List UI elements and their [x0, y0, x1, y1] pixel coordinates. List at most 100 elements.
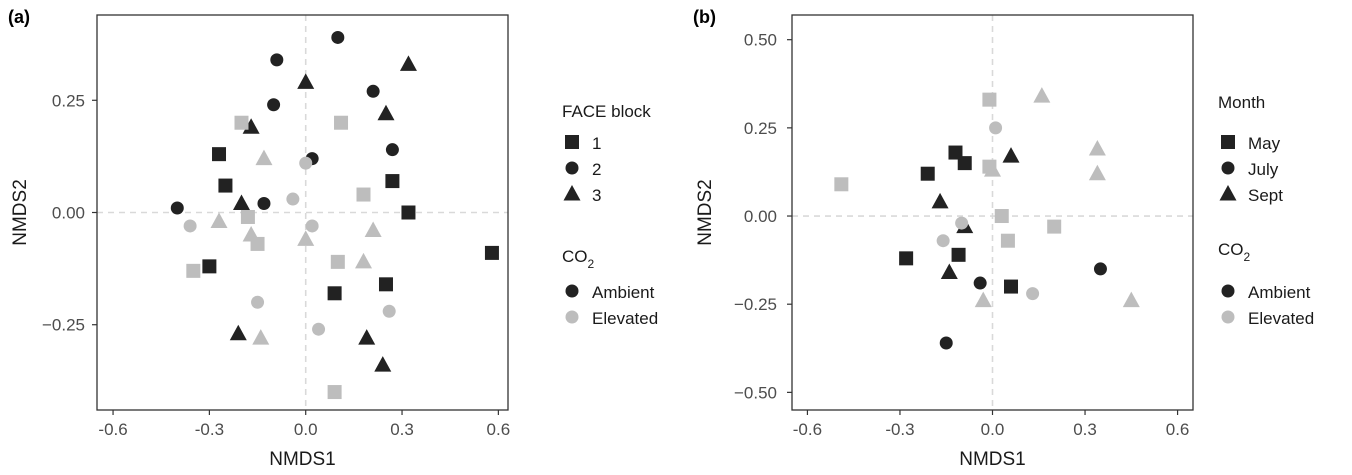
data-point-circle-ambient: [366, 84, 380, 98]
data-point-triangle-ambient: [931, 192, 949, 209]
data-point-square-elevated: [186, 263, 201, 278]
y-tick-label: −0.50: [734, 383, 777, 402]
y-axis-title: NMDS2: [10, 179, 31, 246]
data-point-triangle-ambient: [940, 263, 958, 279]
shape-legend: Month May July Sept: [1218, 93, 1283, 205]
data-point-circle-ambient: [385, 143, 399, 157]
legend-label: Elevated: [1248, 309, 1314, 328]
y-tick-label: 0.25: [52, 91, 85, 110]
y-tick-label: 0.25: [744, 119, 777, 138]
data-point-square-ambient: [951, 247, 966, 262]
shape-legend: FACE block 1 2 3: [562, 102, 651, 205]
shape-legend-title: Month: [1218, 93, 1265, 112]
legend-label: 1: [592, 134, 601, 153]
data-point-square-ambient: [899, 251, 914, 266]
legend-key-elevated: [1221, 310, 1235, 324]
data-point-circle-elevated: [955, 216, 969, 230]
legend-key-circle: [565, 161, 579, 175]
data-point-triangle-ambient: [242, 118, 260, 134]
color-legend: CO2 Ambient Elevated: [1218, 240, 1314, 328]
x-tick-label: 0.0: [294, 420, 318, 439]
data-point-triangle-elevated: [210, 212, 228, 228]
legend-label: Ambient: [1248, 283, 1311, 302]
data-point-circle-elevated: [286, 192, 300, 206]
data-point-square-ambient: [957, 156, 972, 171]
y-tick-label: 0.00: [52, 204, 85, 223]
data-point-circle-elevated: [299, 156, 313, 170]
data-point-square-elevated: [994, 209, 1009, 224]
legend-label: 2: [592, 160, 601, 179]
legend-key-square: [565, 135, 579, 149]
y-axis-title: NMDS2: [695, 179, 716, 246]
y-tick-label: −0.25: [734, 295, 777, 314]
data-point-square-elevated: [250, 236, 265, 251]
data-point-circle-ambient: [1093, 262, 1107, 276]
panel-label: (b): [693, 7, 716, 27]
data-point-square-ambient: [920, 166, 935, 181]
legend-key-circle: [1221, 161, 1235, 175]
data-point-square-elevated: [330, 254, 345, 269]
data-point-square-ambient: [202, 259, 217, 274]
legend-label: Ambient: [592, 283, 655, 302]
data-point-triangle-elevated: [1122, 291, 1140, 308]
data-point-square-ambient: [327, 286, 342, 301]
panel-a: (a) -0.6 -0.3 0.0 0.3 0.6 −0.25 0.00 0.25 NMDS1 NM…: [8, 7, 658, 470]
data-point-triangle-elevated: [252, 329, 270, 345]
legend-key-ambient: [565, 284, 579, 298]
data-point-square-elevated: [234, 115, 249, 130]
data-point-triangle-ambient: [297, 73, 315, 89]
x-tick-label: -0.3: [195, 420, 224, 439]
data-point-circle-elevated: [989, 121, 1003, 135]
data-point-square-elevated: [240, 209, 255, 224]
data-point-square-ambient: [218, 178, 233, 193]
legend-key-triangle: [1219, 185, 1237, 201]
color-legend-title-main: CO: [562, 247, 588, 266]
plot-frame: [96, 14, 509, 411]
data-point-square-elevated: [1000, 233, 1015, 248]
data-point-circle-elevated: [936, 234, 950, 248]
data-point-square-elevated: [334, 115, 349, 130]
data-point-circle-ambient: [270, 53, 284, 67]
data-point-triangle-elevated: [355, 252, 373, 269]
data-point-circle-elevated: [1026, 287, 1040, 301]
data-point-square-ambient: [948, 145, 963, 160]
data-point-triangle-elevated: [1033, 87, 1051, 103]
legend-key-triangle: [563, 185, 581, 201]
data-point-triangle-elevated: [364, 221, 382, 237]
y-tick-label: 0.50: [744, 31, 777, 50]
shape-legend-title: FACE block: [562, 102, 651, 121]
data-point-square-ambient: [401, 205, 416, 220]
y-tick-label: −0.25: [42, 316, 85, 335]
legend-label: 3: [592, 186, 601, 205]
data-point-triangle-ambient: [229, 324, 247, 341]
data-point-square-elevated: [327, 385, 342, 400]
data-points: [834, 87, 1140, 350]
x-tick-label: -0.6: [793, 420, 822, 439]
data-point-triangle-ambient: [1002, 147, 1020, 163]
data-point-circle-elevated: [382, 304, 396, 318]
data-point-triangle-elevated: [1088, 140, 1106, 156]
data-point-square-elevated: [834, 177, 849, 192]
color-legend-title: CO2: [562, 247, 595, 271]
color-legend-title-subscript: 2: [1244, 250, 1251, 264]
data-point-triangle-elevated: [1088, 164, 1106, 181]
legend-label: July: [1248, 160, 1279, 179]
data-point-square-ambient: [1004, 279, 1019, 294]
color-legend-title-main: CO: [1218, 240, 1244, 259]
data-point-square-elevated: [356, 187, 371, 202]
x-tick-label: -0.3: [885, 420, 914, 439]
data-point-circle-elevated: [312, 322, 326, 336]
data-point-triangle-elevated: [984, 161, 1001, 177]
data-point-square-ambient: [378, 277, 393, 292]
data-point-circle-ambient: [257, 197, 271, 211]
legend-label: May: [1248, 134, 1281, 153]
x-tick-label: 0.0: [981, 420, 1005, 439]
x-tick-label: -0.6: [98, 420, 127, 439]
data-point-circle-ambient: [331, 30, 345, 44]
color-legend-title-subscript: 2: [588, 257, 595, 271]
panel-label: (a): [8, 7, 30, 27]
data-point-triangle-ambient: [374, 356, 392, 372]
data-point-circle-ambient: [973, 276, 987, 290]
x-axis-title: NMDS1: [269, 449, 336, 470]
